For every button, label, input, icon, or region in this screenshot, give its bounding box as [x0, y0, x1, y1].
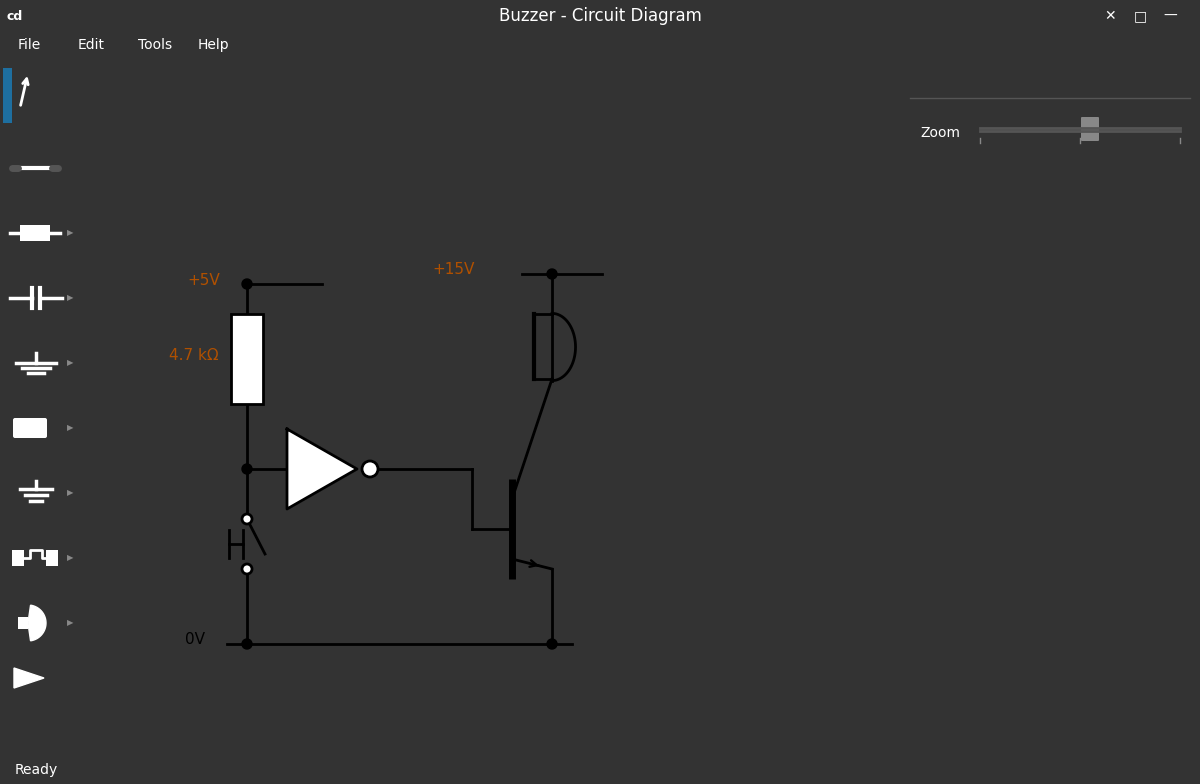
FancyBboxPatch shape: [13, 418, 47, 438]
Bar: [18, 617, 28, 629]
Text: Buzzer - Circuit Diagram: Buzzer - Circuit Diagram: [498, 7, 702, 25]
Circle shape: [547, 269, 557, 279]
Text: File: File: [18, 38, 41, 52]
Text: ▶: ▶: [67, 228, 73, 238]
Text: ▶: ▶: [67, 293, 73, 303]
Text: +5V: +5V: [187, 273, 220, 288]
Circle shape: [242, 279, 252, 289]
Circle shape: [242, 464, 252, 474]
Text: ▶: ▶: [67, 358, 73, 368]
Text: ▶: ▶: [67, 554, 73, 562]
Bar: [46, 550, 58, 566]
Text: +15V: +15V: [432, 263, 474, 278]
Text: ▶: ▶: [67, 619, 73, 627]
Text: ▶: ▶: [67, 423, 73, 433]
Circle shape: [547, 639, 557, 649]
Text: Help: Help: [198, 38, 229, 52]
Text: 4.7 kΩ: 4.7 kΩ: [169, 347, 218, 362]
FancyBboxPatch shape: [1081, 117, 1099, 141]
Text: □: □: [1134, 9, 1146, 23]
Text: 0V: 0V: [185, 633, 205, 648]
Circle shape: [242, 514, 252, 524]
Text: Zoom: Zoom: [920, 126, 960, 140]
Bar: [230, 314, 263, 404]
Text: cd: cd: [6, 9, 23, 23]
Bar: [12, 550, 24, 566]
Text: ▶: ▶: [67, 488, 73, 498]
Polygon shape: [28, 605, 46, 641]
Circle shape: [362, 461, 378, 477]
Bar: [20, 225, 50, 241]
Polygon shape: [287, 429, 358, 509]
Text: —: —: [1163, 9, 1177, 23]
Bar: [2, 68, 12, 123]
Circle shape: [242, 564, 252, 574]
Text: Ready: Ready: [14, 763, 58, 777]
Polygon shape: [14, 668, 44, 688]
Text: Edit: Edit: [78, 38, 106, 52]
Circle shape: [242, 639, 252, 649]
Text: ✕: ✕: [1104, 9, 1116, 23]
Text: Tools: Tools: [138, 38, 172, 52]
